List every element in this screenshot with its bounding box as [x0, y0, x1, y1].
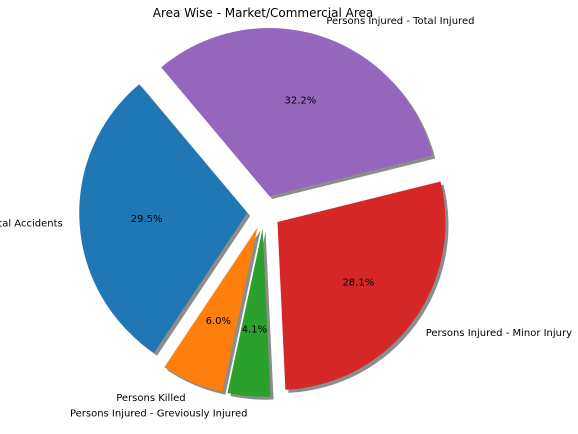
percent-labels: 29.5% 6.0% 4.1% 28.1% 32.2% — [131, 96, 375, 336]
slice-label-persons-killed: Persons Killed — [116, 393, 185, 404]
slice-persons-injured-minor-injury — [277, 181, 446, 390]
slice-label-persons-injured-total-injured: Persons Injured - Total Injured — [326, 16, 474, 27]
slice-label-persons-injured-minor-injury: Persons Injured - Minor Injury — [426, 328, 572, 339]
slice-label-total-accidents: Total Accidents — [0, 219, 63, 230]
slice-total-accidents — [79, 84, 248, 353]
slice-persons-injured-greviously-injured — [227, 228, 271, 397]
percent-label-total-accidents: 29.5% — [131, 214, 163, 225]
slice-persons-injured-total-injured — [161, 28, 433, 197]
slice-label-persons-injured-greviously-injured: Persons Injured - Greviously Injured — [70, 408, 248, 419]
percent-label-persons-injured-greviously-injured: 4.1% — [242, 325, 267, 336]
slice-labels: Total Accidents Persons Killed Persons Inj… — [0, 16, 572, 420]
percent-label-persons-killed: 6.0% — [206, 316, 231, 327]
percent-label-persons-injured-minor-injury: 28.1% — [342, 278, 374, 289]
slice-persons-killed — [164, 227, 258, 392]
chart-title: Area Wise - Market/Commercial Area — [153, 6, 373, 20]
slices — [79, 28, 446, 397]
percent-label-persons-injured-total-injured: 32.2% — [284, 96, 316, 107]
